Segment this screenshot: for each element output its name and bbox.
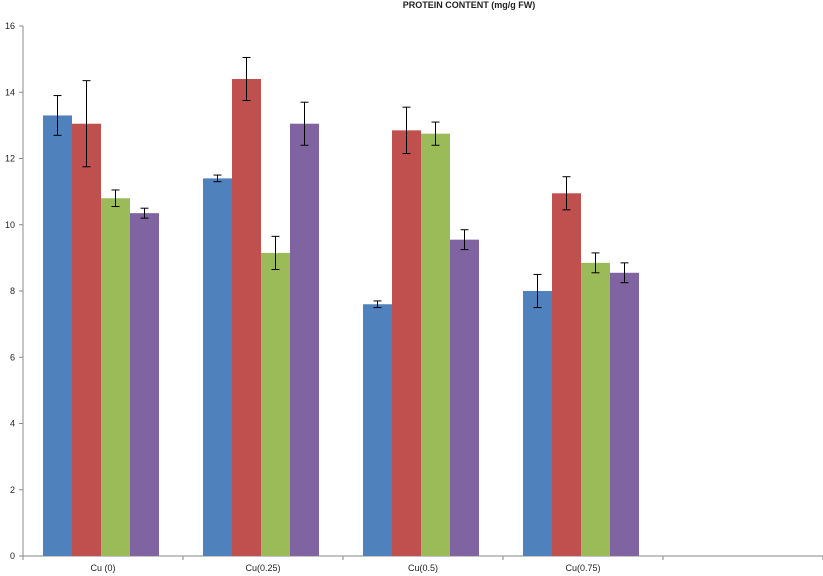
y-tick-label: 12 [5,154,15,164]
bar [421,133,450,556]
y-tick-label: 6 [10,352,15,362]
x-category-label: Cu(0.5) [408,563,438,573]
y-tick-label: 14 [5,87,15,97]
bar [392,130,421,556]
bar [261,252,290,556]
y-tick-label: 8 [10,286,15,296]
bar [523,291,552,556]
bar [290,123,319,556]
y-tick-label: 0 [10,551,15,561]
x-category-label: Cu(0.25) [245,563,280,573]
x-axis: Cu (0) Cu(0.25) Cu(0.5) Cu(0.75) [22,555,823,573]
y-tick-label: 16 [5,21,15,31]
x-category-label: Cu(0.75) [565,563,600,573]
chart-title: PROTEIN CONTENT (mg/g FW) [402,0,536,10]
y-axis: 0 2 4 6 8 10 12 14 16 [5,21,24,561]
bars-group [43,79,639,556]
bar [552,193,581,556]
bar [72,123,101,556]
bar [581,262,610,556]
bar [363,304,392,556]
y-tick-label: 10 [5,220,15,230]
y-tick-label: 4 [10,419,15,429]
bar [43,115,72,556]
bar [130,213,159,556]
error-bars-group [53,56,629,309]
bar [101,198,130,556]
y-tick-label: 2 [10,485,15,495]
x-category-label: Cu (0) [90,563,115,573]
bar [232,79,261,556]
bar [450,239,479,556]
bar [610,272,639,556]
bar [203,178,232,556]
